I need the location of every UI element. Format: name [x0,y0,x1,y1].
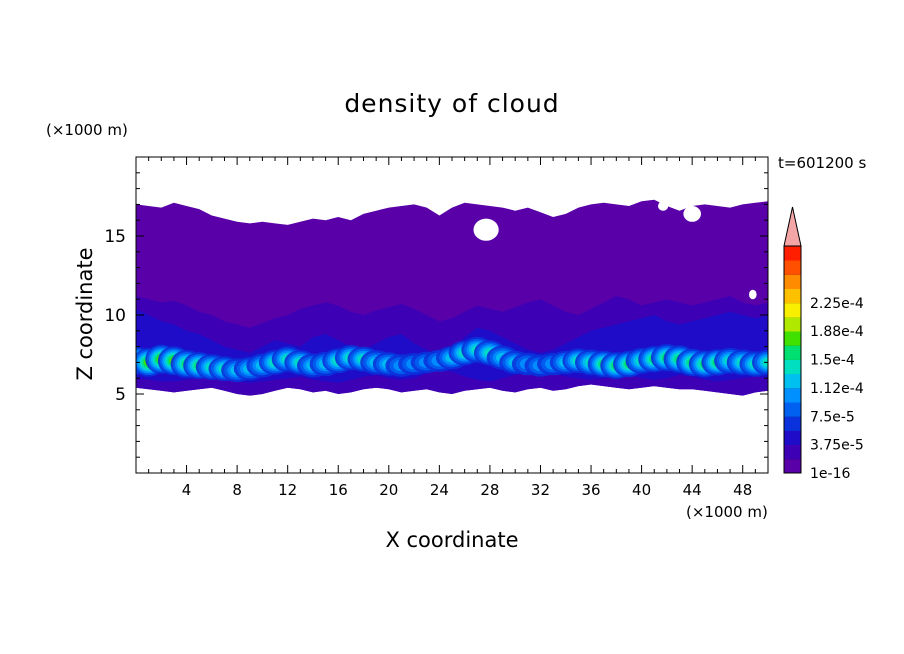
x-tick-label: 4 [182,481,192,499]
x-tick-label: 20 [379,481,398,499]
y-tick-label: 10 [104,306,126,326]
colorbar-segment [784,331,801,346]
colorbar-segment [784,430,801,445]
x-tick-label: 36 [581,481,600,499]
colorbar-tick-label: 1e-16 [810,466,850,482]
colorbar-tick-label: 2.25e-4 [810,296,864,312]
x-tick-label: 44 [683,481,702,499]
colorbar-frame [783,245,802,474]
colorbar-segment [784,260,801,275]
x-tick-label: 40 [632,481,651,499]
x-tick-label: 12 [278,481,297,499]
y-unit-label: (×1000 m) [46,121,128,139]
colorbar-segment [784,373,801,389]
colorbar-segment [784,458,801,474]
y-axis: 5 10 15 [104,172,768,458]
x-axis-label: X coordinate [385,528,518,552]
colorbar-segment [784,444,801,460]
colorbar-tick-label: 1.12e-4 [810,381,864,397]
x-tick-label: 32 [531,481,550,499]
colorbar-segment [784,345,801,360]
colorbar: 1e-16 3.75e-5 7.5e-5 1.12e-4 1.5e-4 1.88e-4 2.… [783,206,864,482]
colorbar-segment [784,246,801,261]
colorbar-tick-label: 7.5e-5 [810,409,855,425]
x-tick-label: 28 [480,481,499,499]
y-tick-label: 5 [115,385,126,405]
y-axis-label: Z coordinate [73,247,97,380]
x-tick-label: 24 [430,481,449,499]
colorbar-segment [784,387,801,403]
colorbar-segment [784,402,801,417]
cloud-gap [658,201,669,211]
colorbar-segment [784,359,801,375]
y-tick-label: 15 [104,227,126,247]
x-tick-label: 16 [329,481,348,499]
chart-title: density of cloud [344,89,559,118]
colorbar-segment [784,288,801,304]
colorbar-tick-label: 1.5e-4 [810,353,855,369]
colorbar-segment [784,316,801,332]
cloud-gap [749,289,757,300]
x-unit-label: (×1000 m) [686,503,768,521]
x-tick-label: 48 [733,481,752,499]
colorbar-segment [784,302,801,318]
colorbar-tick-label: 3.75e-5 [810,438,864,454]
cloud-gap [473,218,499,241]
colorbar-segment [784,416,801,431]
colorbar-tick-label: 1.88e-4 [810,324,864,340]
time-label: t=601200 s [778,154,866,172]
colorbar-segment [784,274,801,289]
contour-field [136,199,768,396]
x-axis: 4 8 12 16 20 24 28 32 36 40 44 48 [148,157,756,499]
cloud-gap [683,206,701,222]
x-tick-label: 8 [232,481,242,499]
